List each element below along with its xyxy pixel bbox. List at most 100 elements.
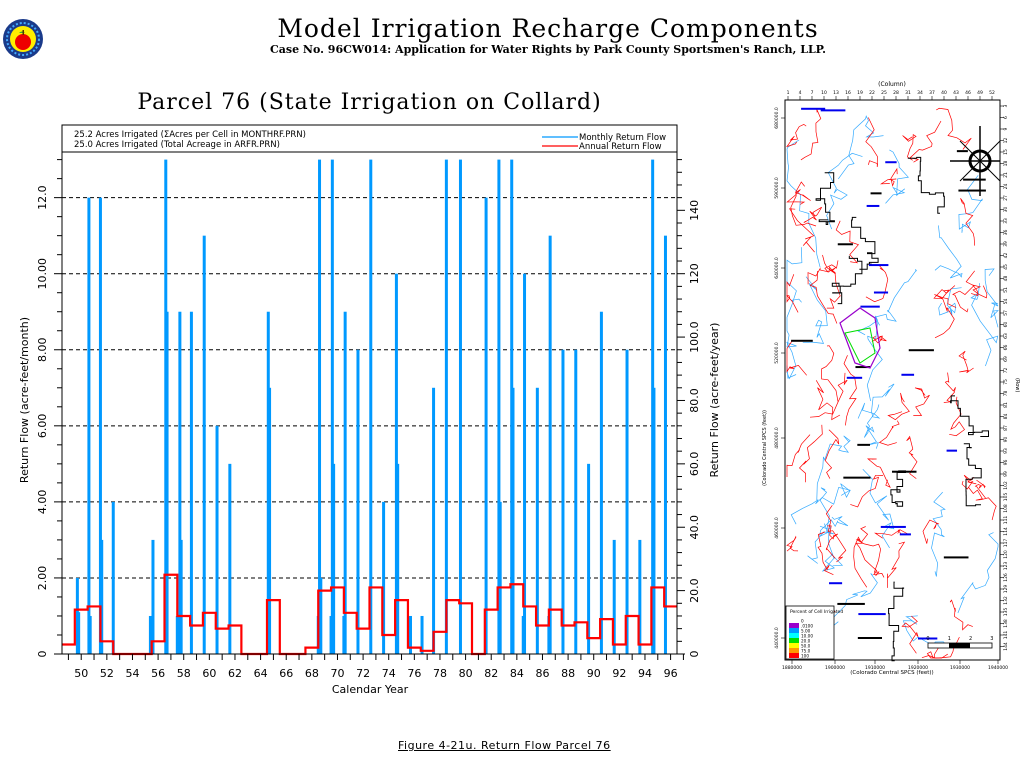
- map-label-marker: [829, 582, 843, 585]
- map-legend-label: 75.0: [801, 649, 811, 654]
- map-row-tick-label: 57: [1003, 310, 1009, 316]
- page-title: Model Irrigation Recharge Components: [277, 14, 819, 43]
- map-left-tick-label: 460000.0: [774, 517, 780, 539]
- apple-seal-logo: [2, 18, 44, 64]
- map-row-tick-label: 60: [1003, 322, 1009, 328]
- map-label-marker: [837, 243, 853, 246]
- x-tick-label: 80: [459, 667, 473, 680]
- monthly-bar: [587, 463, 591, 654]
- x-tick-label: 72: [356, 667, 370, 680]
- map-road: [974, 479, 986, 499]
- map-stream: [857, 383, 895, 419]
- map-road: [922, 519, 940, 544]
- map-row-tick-label: 9: [1003, 127, 1009, 130]
- map-road: [821, 345, 839, 402]
- map-label-marker: [873, 291, 889, 294]
- map-irrigated-area: [844, 327, 876, 364]
- monthly-bar: [432, 387, 436, 654]
- map-road: [786, 340, 807, 376]
- map-row-tick-label: 141: [1003, 631, 1009, 640]
- monthly-bar: [215, 425, 219, 654]
- map-stream: [786, 247, 803, 303]
- x-tick-label: 62: [228, 667, 242, 680]
- map-row-tick-label: 36: [1003, 230, 1009, 236]
- monthly-bar: [511, 387, 515, 654]
- map-row-tick-label: 72: [1003, 368, 1009, 374]
- y-left-tick-label: 8.00: [36, 338, 49, 363]
- monthly-bar: [319, 577, 323, 654]
- map-left-tick-label: 680000.0: [774, 107, 780, 129]
- map-road: [874, 529, 908, 539]
- x-tick-label: 74: [382, 667, 396, 680]
- monthly-bar: [330, 159, 334, 654]
- map-row-tick-label: 6: [1003, 116, 1009, 119]
- map-label-marker: [843, 476, 871, 479]
- map-legend-label: 100: [801, 654, 809, 659]
- monthly-bar: [409, 615, 412, 654]
- map-row-tick-label: 108: [1003, 504, 1009, 513]
- map-row-tick-label: 117: [1003, 539, 1009, 548]
- map-row-tick-label: 105: [1003, 493, 1009, 502]
- map-road: [855, 538, 885, 578]
- map-legend-label: 0: [801, 619, 804, 624]
- map-stream: [802, 276, 828, 344]
- map-parcel-boundary: [963, 443, 982, 507]
- monthly-bar: [98, 197, 102, 655]
- map-label-marker: [870, 192, 882, 195]
- map-road: [855, 538, 881, 577]
- map-bottom-tick-label: 1930000: [950, 665, 970, 671]
- map-road: [809, 372, 848, 418]
- map-road: [798, 424, 823, 483]
- map-bottom-tick-label: 1920000: [908, 665, 928, 671]
- monthly-bar: [535, 387, 539, 654]
- map-legend-swatch: [789, 648, 799, 653]
- map-column-tick-label: 28: [893, 90, 899, 96]
- page-subtitle: Case No. 96CW014: Application for Water …: [270, 43, 826, 56]
- apple-icon: [15, 34, 31, 50]
- map-road: [865, 265, 889, 303]
- y-right-tick-label: 20.0: [688, 578, 701, 603]
- map-bottom-tick-label: 1900000: [825, 665, 845, 671]
- map-row-tick-label: 3: [1003, 104, 1009, 107]
- map-road: [933, 285, 957, 308]
- map-stream: [957, 532, 999, 614]
- figure-caption: Figure 4-21u. Return Flow Parcel 76: [398, 739, 611, 752]
- map-column-tick-label: 25: [881, 90, 887, 96]
- map-road: [835, 220, 860, 264]
- y-right-tick-label: 140: [688, 200, 701, 221]
- map-label-marker: [885, 161, 897, 164]
- map-road: [803, 206, 822, 223]
- return-flow-chart: 25.2 Acres Irrigated (ΣAcres per Cell in…: [18, 124, 721, 696]
- map-row-tick-label: 48: [1003, 276, 1009, 282]
- x-tick-label: 66: [279, 667, 293, 680]
- map-row-tick-label: 66: [1003, 345, 1009, 351]
- monthly-bar: [652, 387, 656, 654]
- monthly-bar: [625, 349, 629, 654]
- map-stream: [938, 287, 962, 316]
- monthly-bar: [458, 159, 462, 654]
- monthly-bar: [599, 311, 603, 654]
- monthly-bar: [638, 539, 642, 654]
- map-parcel-boundary: [907, 156, 945, 214]
- monthly-bar: [318, 159, 322, 654]
- map-legend-swatch: [789, 623, 799, 628]
- map-label-marker: [891, 470, 917, 473]
- map-features: 0 1 2 3: [786, 107, 999, 662]
- map-road: [786, 274, 799, 313]
- x-tick-label: 92: [612, 667, 626, 680]
- x-tick-label: 64: [254, 667, 268, 680]
- map-road: [949, 599, 973, 631]
- monthly-bar: [612, 539, 616, 654]
- plot-frame: [61, 124, 678, 655]
- map-stream: [826, 152, 863, 230]
- map-column-tick-label: 13: [833, 90, 839, 96]
- x-tick-label: 88: [561, 667, 575, 680]
- map-road: [901, 615, 919, 654]
- map-row-tick-label: 126: [1003, 573, 1009, 582]
- map-row-tick-label: 30: [1003, 207, 1009, 213]
- map-row-tick-label: 102: [1003, 481, 1009, 490]
- map-stream: [902, 615, 949, 648]
- map-row-tick-label: 84: [1003, 414, 1009, 420]
- map-scale-label: 2: [969, 636, 972, 642]
- map-label-marker: [956, 150, 968, 153]
